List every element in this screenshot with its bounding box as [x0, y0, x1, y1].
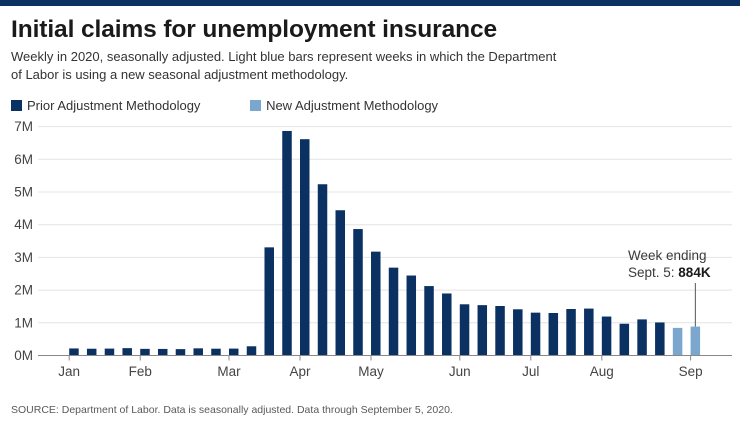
- svg-text:5M: 5M: [14, 185, 33, 200]
- svg-text:Apr: Apr: [289, 364, 311, 379]
- svg-text:1M: 1M: [14, 315, 33, 330]
- svg-text:0M: 0M: [14, 348, 33, 363]
- svg-text:7M: 7M: [14, 119, 33, 134]
- svg-text:May: May: [358, 364, 384, 379]
- svg-text:Jun: Jun: [449, 364, 471, 379]
- svg-text:Week ending: Week ending: [628, 248, 707, 263]
- svg-text:Sep: Sep: [679, 364, 703, 379]
- svg-text:Sept. 5: 884K: Sept. 5: 884K: [628, 265, 711, 280]
- svg-text:Mar: Mar: [217, 364, 241, 379]
- svg-text:2M: 2M: [14, 283, 33, 298]
- svg-text:Jul: Jul: [522, 364, 539, 379]
- svg-text:4M: 4M: [14, 217, 33, 232]
- svg-text:Feb: Feb: [129, 364, 152, 379]
- svg-text:3M: 3M: [14, 250, 33, 265]
- svg-text:Aug: Aug: [590, 364, 614, 379]
- svg-text:Jan: Jan: [58, 364, 80, 379]
- svg-text:6M: 6M: [14, 152, 33, 167]
